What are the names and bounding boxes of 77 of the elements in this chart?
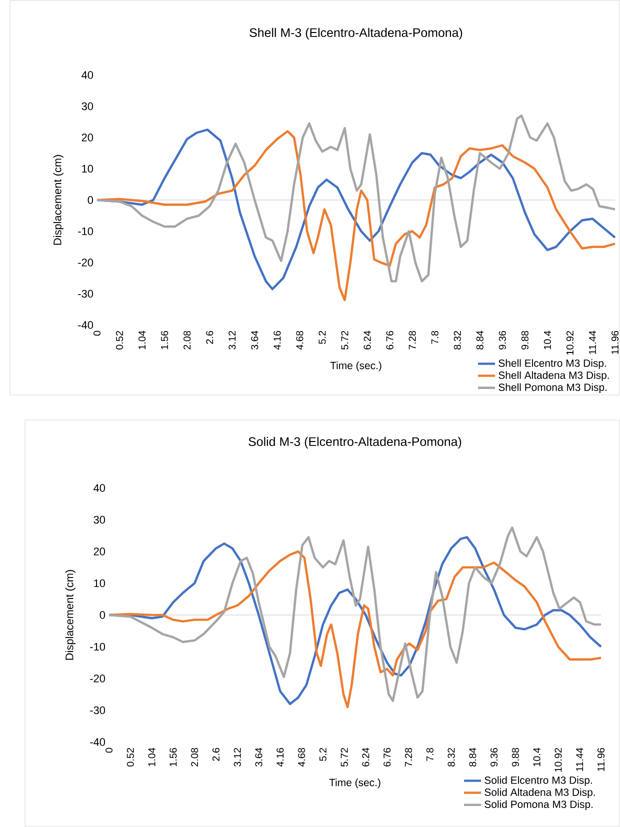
x-tick-label: 0.52 xyxy=(116,331,124,350)
x-tick-label: 2.6 xyxy=(206,330,214,344)
x-tick-label: 6.24 xyxy=(362,748,370,766)
legend-label: Solid Pomona M3 Disp. xyxy=(484,800,593,810)
y-tick-label: 30 xyxy=(94,516,106,524)
x-tick-label: 11.44 xyxy=(589,330,596,354)
y-tick-label: -40 xyxy=(78,321,94,329)
x-tick-label: 9.36 xyxy=(490,748,498,766)
x-tick-label: 6.24 xyxy=(364,330,371,350)
y-tick-label: 40 xyxy=(82,71,94,79)
x-tick-label: 8.84 xyxy=(476,330,484,350)
y-tick-label: 20 xyxy=(94,548,106,556)
y-tick-label: -10 xyxy=(90,642,106,651)
x-tick-label: 3.64 xyxy=(251,330,258,350)
legend-label: Solid Elcentro M3 Disp. xyxy=(484,776,592,786)
x-tick-label: 4.68 xyxy=(296,330,304,350)
y-tick-label: 0 xyxy=(88,196,94,204)
y-tick-label: -30 xyxy=(78,290,94,298)
x-axis-title: Time (sec.) xyxy=(330,362,382,372)
x-tick-label: 6.76 xyxy=(384,748,391,766)
x-tick-label: 4.16 xyxy=(274,330,281,350)
chart-title: Solid M-3 (Elcentro-Altadena-Pomona) xyxy=(248,436,462,449)
y-tick-label: -30 xyxy=(90,706,106,714)
x-tick-label: 4.68 xyxy=(298,748,306,767)
x-tick-label: 5.72 xyxy=(341,331,348,350)
x-tick-label: 2.08 xyxy=(191,748,198,766)
y-tick-label: -20 xyxy=(90,674,106,682)
x-tick-label: 10.4 xyxy=(533,748,540,766)
x-tick-label: 3.12 xyxy=(228,331,236,350)
y-tick-label: 30 xyxy=(82,102,94,110)
x-axis-title: Time (sec.) xyxy=(329,778,380,788)
x-tick-label: 9.36 xyxy=(498,330,506,350)
legend-label: Shell Altadena M3 Disp. xyxy=(498,371,609,381)
x-tick-label: 2.6 xyxy=(212,748,220,761)
x-tick-label: 1.56 xyxy=(161,330,168,350)
x-tick-label: 9.88 xyxy=(512,748,519,766)
x-tick-label: 3.12 xyxy=(234,748,241,767)
x-tick-label: 10.4 xyxy=(544,330,551,350)
x-tick-label: 7.8 xyxy=(431,330,438,344)
x-tick-label: 8.84 xyxy=(469,748,476,766)
x-tick-label: 11.96 xyxy=(611,330,619,354)
x-tick-label: 11.96 xyxy=(597,748,605,771)
y-tick-label: 20 xyxy=(82,134,94,142)
x-tick-label: 7.8 xyxy=(426,748,434,761)
y-axis-title: Displacement (cm) xyxy=(65,570,76,660)
x-tick-label: 7.28 xyxy=(408,330,416,350)
x-tick-label: 2.08 xyxy=(184,330,191,350)
y-tick-label: 10 xyxy=(94,579,106,588)
x-tick-label: 0.52 xyxy=(126,748,134,767)
x-tick-label: 4.16 xyxy=(276,748,284,767)
x-tick-label: 9.88 xyxy=(521,330,528,350)
x-tick-label: 1.04 xyxy=(148,748,156,766)
legend-label: Shell Elcentro M3 Disp. xyxy=(498,359,606,369)
x-tick-label: 5.2 xyxy=(319,748,326,761)
x-tick-label: 10.92 xyxy=(554,748,562,772)
y-tick-label: -10 xyxy=(78,227,94,236)
y-tick-label: 40 xyxy=(94,484,106,492)
y-tick-label: -40 xyxy=(90,738,106,746)
x-tick-label: 8.32 xyxy=(448,748,455,766)
legend-label: Solid Altadena M3 Disp. xyxy=(484,788,595,798)
y-tick-label: -20 xyxy=(78,258,94,266)
y-axis-title: Displacement (cm) xyxy=(53,155,64,245)
x-tick-label: 11.44 xyxy=(576,748,584,771)
x-tick-label: 0 xyxy=(105,748,113,753)
x-tick-label: 6.76 xyxy=(386,330,394,350)
legend-label: Shell Pomona M3 Disp. xyxy=(498,383,607,394)
x-tick-label: 5.2 xyxy=(318,331,326,344)
x-tick-label: 1.56 xyxy=(170,748,177,766)
x-tick-label: 7.28 xyxy=(404,748,412,766)
x-tick-label: 1.04 xyxy=(138,330,146,350)
x-tick-label: 8.32 xyxy=(454,331,461,350)
y-tick-label: 10 xyxy=(82,164,94,173)
x-tick-label: 3.64 xyxy=(255,748,262,767)
y-tick-label: 0 xyxy=(100,611,106,619)
x-tick-label: 10.92 xyxy=(566,331,574,355)
chart-title: Shell M-3 (Elcentro-Altadena-Pomona) xyxy=(250,28,462,40)
x-tick-label: 5.72 xyxy=(340,748,348,767)
